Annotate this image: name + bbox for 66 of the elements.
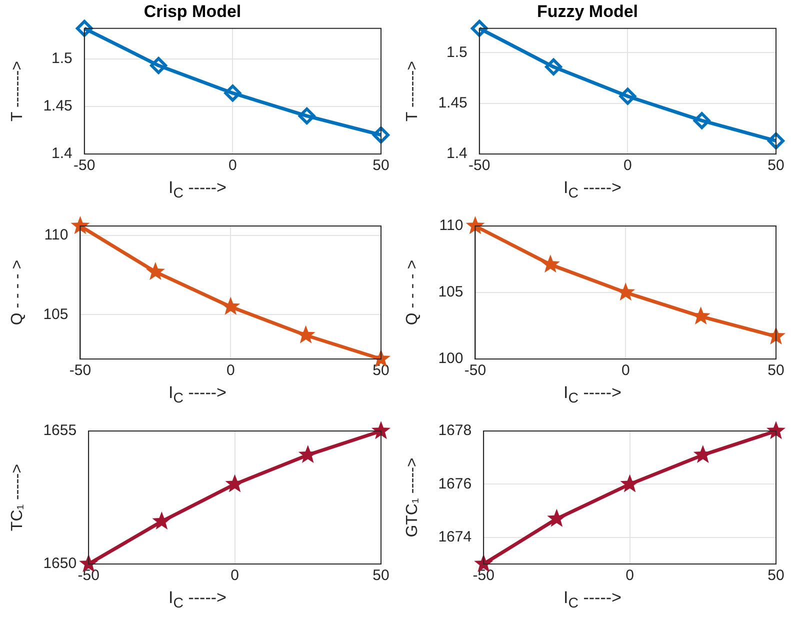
point [70,216,90,234]
point [146,262,165,280]
point [619,88,636,105]
x-tick-label: 50 [768,362,784,380]
point [540,254,560,273]
y-tick-label: 1.4 [446,145,468,162]
point [224,84,242,102]
point [766,421,786,440]
x-tick-label: 50 [372,567,390,584]
x-tick-label: 0 [228,157,237,174]
point [545,58,562,76]
x-axis-title: I$_{C}$ -----> [168,588,228,611]
y-axis-title: TC₁ -----> [9,464,26,532]
y-axis-title: Q - - - - > [404,260,422,326]
y-tick-label: 1.45 [438,94,468,112]
x-tick-label: -50 [472,567,494,584]
x-tick-label: 0 [230,567,239,584]
y-axis-title: T -------> [404,60,422,122]
y-tick-label: 1.4 [52,145,72,162]
point [466,216,485,234]
y-tick-label: 105 [43,306,68,323]
y-tick-label: 1.5 [446,44,468,61]
y-axis-title: GTC₁ -----> [404,458,422,538]
x-axis-title: I$_{C}$ -----> [168,382,228,406]
y-axis-title: T -------> [9,60,26,122]
x-axis-title: I$_{C}$ -----> [562,178,622,201]
y-tick-label: 1.45 [43,98,72,115]
x-axis-title: I$_{C}$ -----> [168,178,228,201]
x-tick-label: 0 [226,362,235,380]
point [76,20,93,37]
y-axis-title: Q - - - - > [9,260,26,326]
point [470,20,488,37]
y-tick-label: 1678 [438,422,472,440]
y-tick-label: 100 [438,350,464,368]
x-tick-label: -50 [74,157,96,174]
point [768,132,784,150]
y-tick-label: 1650 [43,555,77,572]
y-tick-label: 1674 [438,528,472,546]
y-tick-label: 105 [438,284,464,301]
point [152,511,172,530]
x-tick-label: 50 [768,157,784,174]
x-tick-label: -50 [464,362,486,380]
x-tick-label: 50 [372,157,390,174]
y-tick-label: 1676 [438,475,472,492]
x-tick-label: -50 [78,567,100,584]
x-tick-label: -50 [69,362,92,380]
chart-title: Fuzzy Model [536,2,638,21]
point [298,107,316,124]
point [372,126,390,144]
point [150,57,168,74]
y-tick-label: 110 [439,217,464,234]
x-tick-label: 0 [626,567,634,584]
x-tick-label: 50 [768,567,784,584]
point [221,296,240,315]
y-tick-label: 1.5 [52,50,72,67]
chart-title: Crisp Model [144,2,242,21]
point [693,112,710,130]
point [371,421,391,440]
x-tick-label: -50 [468,157,490,174]
point [547,508,566,527]
y-tick-label: 110 [44,226,68,244]
x-axis-title: I$_{C}$ -----> [562,588,622,611]
y-tick-label: 1655 [43,422,77,440]
x-axis-title: I$_{C}$ -----> [562,382,622,406]
x-tick-label: 0 [624,157,632,174]
x-tick-label: 0 [621,362,630,380]
